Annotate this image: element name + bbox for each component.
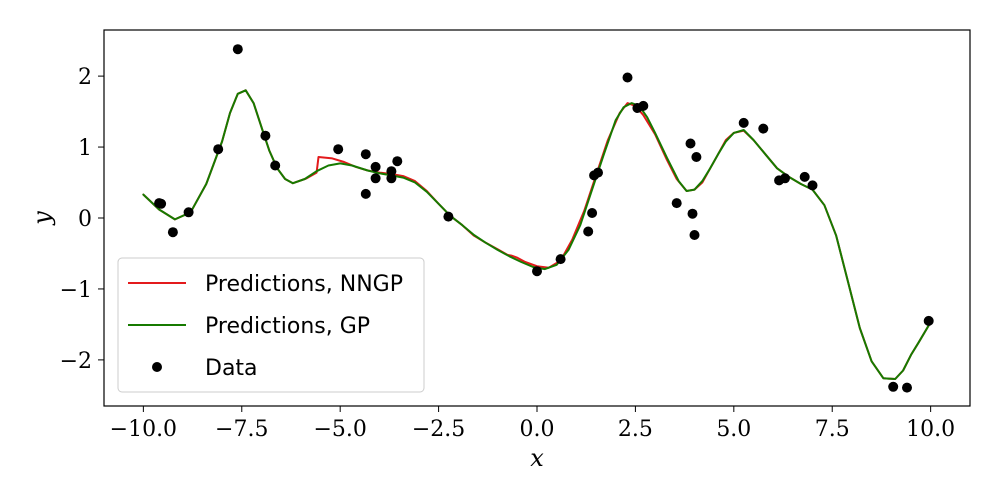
x-axis-label: x [530, 444, 544, 472]
data-point [780, 173, 790, 184]
y-axis-label: y [28, 211, 56, 226]
data-point [583, 226, 594, 237]
plot-area [142, 44, 934, 393]
x-axis: −10.0 −7.5 −5.0 −2.5 0.0 2.5 5.0 7.5 10.0 [110, 406, 955, 442]
data-point [738, 117, 749, 128]
data-point [555, 254, 566, 265]
x-tick-label: −2.5 [412, 417, 465, 442]
y-tick-label: −1 [60, 278, 92, 303]
data-point [360, 149, 371, 160]
data-point [370, 173, 381, 184]
x-tick-label: −10.0 [110, 417, 177, 442]
data-point [888, 381, 899, 392]
x-tick-label: 2.5 [618, 417, 653, 442]
data-point [685, 138, 696, 149]
y-tick-label: 2 [78, 65, 92, 90]
y-axis: −2 −1 0 1 2 [60, 65, 104, 374]
data-point [333, 144, 344, 155]
x-tick-label: 0.0 [520, 417, 555, 442]
data-point [370, 161, 381, 172]
legend-nngp-label: Predictions, NNGP [205, 272, 403, 297]
data-point [638, 100, 649, 111]
data-point [587, 208, 598, 218]
legend-data-label: Data [205, 356, 258, 381]
legend-gp-label: Predictions, GP [205, 314, 370, 339]
data-point [687, 208, 698, 219]
data-point [270, 160, 281, 171]
data-point [689, 230, 700, 240]
legend: Predictions, NNGP Predictions, GP Data [117, 257, 425, 393]
data-point [807, 180, 818, 191]
data-point [156, 198, 167, 209]
data-point [691, 152, 702, 162]
y-tick-label: −2 [60, 349, 92, 374]
data-point [392, 156, 403, 167]
data-point [923, 315, 934, 326]
data-point [532, 266, 542, 277]
data-point [260, 130, 271, 141]
data-point [622, 72, 633, 83]
data-point [386, 173, 397, 184]
x-tick-label: 10.0 [906, 417, 955, 442]
data-point [902, 382, 912, 393]
legend-data-marker [152, 362, 162, 372]
data-point [360, 188, 371, 199]
data-point [799, 171, 810, 182]
data-point [443, 211, 454, 222]
data-point [232, 44, 243, 55]
x-tick-label: −7.5 [215, 417, 268, 442]
legend-box [117, 257, 425, 393]
data-point [213, 144, 224, 155]
data-point [183, 207, 194, 218]
data-point [386, 166, 397, 177]
data-point [758, 123, 769, 134]
data-point [167, 227, 178, 238]
data-point [671, 198, 682, 209]
y-tick-label: 1 [78, 136, 92, 161]
x-tick-label: 7.5 [815, 417, 850, 442]
x-tick-label: 5.0 [716, 417, 751, 442]
x-tick-label: −5.0 [313, 417, 366, 442]
y-tick-label: 0 [78, 207, 92, 232]
data-point [593, 167, 603, 178]
